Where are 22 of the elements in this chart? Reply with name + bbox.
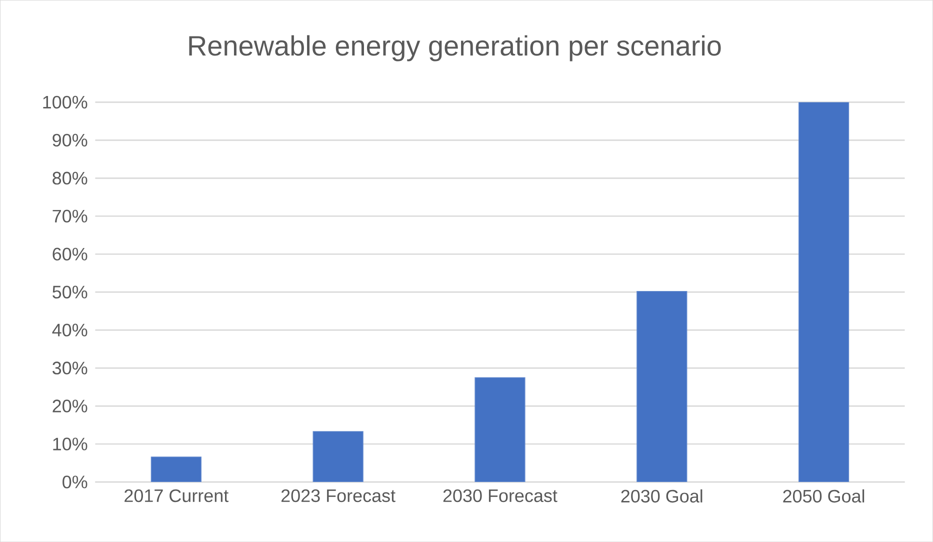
y-tick-label: 40% (52, 324, 88, 336)
x-tick-label: 2050 Goal (783, 489, 864, 502)
bar (474, 377, 526, 482)
y-tick-label: 100% (43, 96, 88, 108)
x-tick-label: 2023 Forecast (281, 489, 396, 502)
y-tick-label: 80% (52, 172, 88, 184)
y-tick-label: 10% (53, 438, 88, 450)
y-tick-label: 50% (52, 286, 88, 298)
bar (636, 290, 688, 482)
y-tick-label: 0% (62, 476, 88, 488)
x-tick-label: 2017 Current (124, 489, 229, 502)
y-tick-label: 60% (52, 248, 88, 260)
y-tick-label: 90% (52, 134, 88, 146)
y-tick-label: 30% (52, 362, 88, 374)
y-tick-label: 20% (52, 400, 88, 412)
y-tick-label: 70% (52, 210, 88, 222)
x-tick-label: 2030 Forecast (443, 489, 558, 502)
chart-title: Renewable energy generation per scenario (189, 35, 721, 62)
bar (150, 456, 202, 482)
bar (312, 431, 364, 482)
x-tick-label: 2030 Goal (621, 489, 702, 502)
bar (798, 102, 850, 482)
